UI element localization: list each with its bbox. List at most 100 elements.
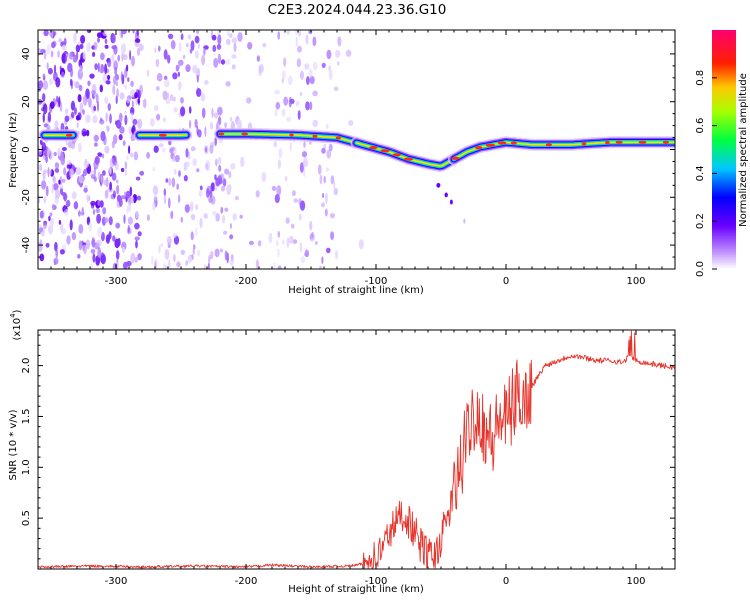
noise-speckle	[283, 57, 287, 67]
noise-speckle	[326, 124, 329, 129]
spectrogram-ridge	[38, 128, 675, 224]
noise-speckle	[222, 214, 226, 224]
noise-speckle	[206, 188, 210, 198]
noise-speckle	[137, 47, 140, 57]
noise-speckle	[185, 64, 191, 73]
noise-speckle	[109, 165, 112, 175]
noise-speckle	[209, 144, 214, 154]
noise-speckle	[135, 210, 138, 219]
noise-speckle	[70, 111, 75, 119]
noise-speckle	[227, 184, 232, 192]
noise-speckle	[288, 96, 292, 108]
noise-speckle	[118, 134, 123, 141]
noise-speckle	[156, 113, 161, 121]
noise-speckle	[222, 178, 227, 187]
noise-speckle	[297, 110, 301, 120]
noise-speckle	[322, 193, 325, 198]
noise-speckle	[348, 120, 354, 126]
noise-speckle	[53, 183, 59, 191]
noise-speckle	[128, 126, 131, 134]
noise-speckle	[53, 257, 59, 265]
noise-speckle	[125, 190, 131, 199]
noise-speckle	[116, 184, 120, 195]
noise-speckle	[302, 151, 307, 158]
noise-speckle	[79, 43, 84, 50]
noise-speckle	[308, 30, 313, 35]
noise-speckle	[52, 175, 56, 183]
noise-speckle	[151, 255, 154, 265]
noise-speckle	[188, 106, 192, 114]
x-tick-label: -100	[365, 576, 388, 587]
noise-speckle	[216, 120, 222, 126]
noise-speckle	[292, 239, 298, 244]
noise-speckle	[82, 244, 86, 252]
noise-speckle	[116, 88, 119, 98]
noise-speckle	[55, 248, 58, 258]
noise-speckle	[111, 172, 117, 181]
colorbar-tick-label: 0.0	[695, 261, 706, 277]
noise-speckle	[86, 129, 90, 137]
noise-speckle	[194, 50, 199, 59]
noise-speckle	[319, 174, 323, 185]
noise-speckle	[124, 191, 127, 197]
noise-speckle	[38, 196, 41, 204]
noise-speckle	[129, 50, 132, 61]
colorbar-tick-label: 0.6	[695, 118, 706, 134]
noise-speckle	[201, 54, 206, 66]
noise-speckle	[59, 65, 62, 71]
noise-speckle	[304, 252, 309, 257]
noise-speckle	[128, 145, 131, 155]
noise-speckle	[225, 58, 231, 65]
y-tick-label: -40	[21, 237, 32, 253]
noise-speckle	[170, 40, 176, 50]
noise-speckle	[102, 207, 107, 215]
noise-speckle	[72, 54, 78, 63]
colorbar-label: Normalized spectral amplitude	[738, 73, 749, 227]
noise-speckle	[78, 40, 80, 46]
noise-speckle	[71, 232, 77, 241]
snr-line	[38, 330, 675, 569]
noise-speckle	[134, 92, 138, 99]
noise-speckle	[47, 67, 53, 75]
noise-speckle	[42, 170, 46, 181]
noise-speckle	[47, 147, 50, 155]
noise-speckle	[111, 140, 115, 149]
noise-speckle	[47, 167, 50, 178]
ridge-peak	[545, 143, 553, 147]
noise-speckle	[281, 77, 284, 84]
noise-speckle	[337, 61, 340, 66]
noise-speckle	[92, 51, 96, 58]
noise-speckle	[104, 189, 109, 199]
noise-speckle	[203, 79, 209, 85]
noise-speckle	[132, 118, 138, 125]
noise-speckle	[57, 147, 61, 157]
noise-speckle	[255, 190, 260, 198]
noise-speckle	[58, 179, 61, 185]
noise-speckle	[268, 232, 273, 244]
y-tick-label: 2.0	[21, 358, 32, 374]
noise-speckle	[49, 101, 55, 109]
noise-speckle	[99, 119, 105, 125]
noise-speckle	[75, 44, 81, 53]
noise-speckle	[152, 185, 159, 196]
noise-speckle	[152, 201, 156, 211]
noise-speckle	[124, 114, 128, 126]
noise-speckle	[173, 254, 176, 262]
noise-speckle	[63, 204, 66, 211]
noise-speckle	[43, 222, 47, 229]
noise-speckle	[130, 112, 134, 121]
noise-speckle	[185, 148, 189, 158]
noise-speckle	[306, 76, 310, 85]
noise-speckle	[130, 80, 134, 87]
ridge-peak	[312, 134, 318, 138]
noise-speckle	[195, 204, 199, 211]
noise-speckle	[358, 239, 364, 250]
noise-speckle	[237, 32, 243, 42]
y-tick-label: 0	[21, 146, 32, 152]
noise-speckle	[47, 111, 52, 123]
spectrogram-y-axis: -40 -20 0 20 40	[21, 29, 675, 270]
noise-speckle	[123, 214, 126, 224]
noise-speckle	[194, 227, 198, 237]
noise-speckle	[120, 30, 124, 39]
noise-speckle	[321, 62, 326, 68]
